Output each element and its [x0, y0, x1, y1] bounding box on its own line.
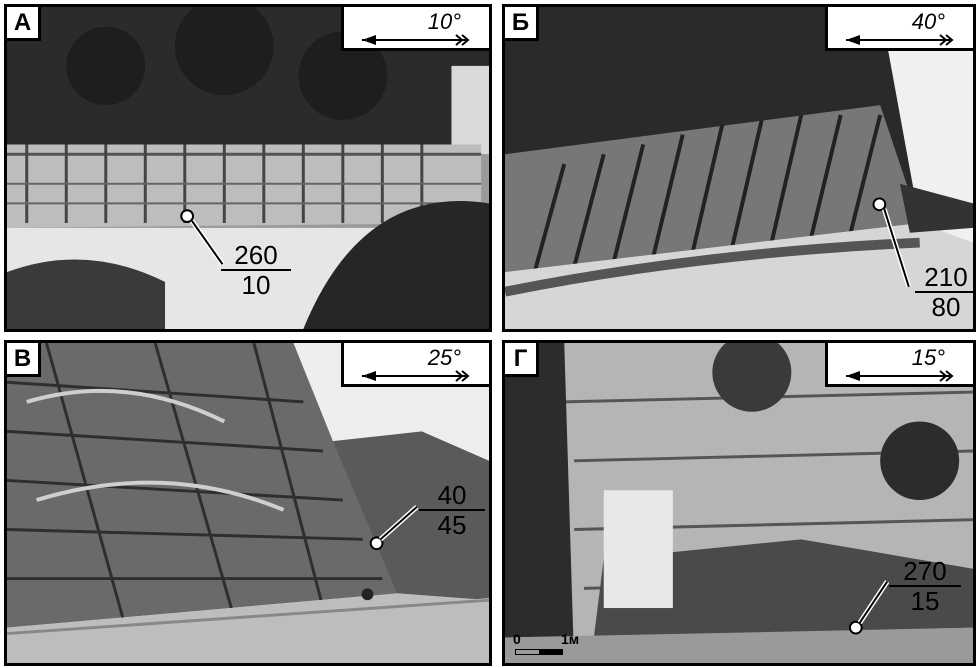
strike-value-a: 260: [221, 241, 291, 271]
dip-value-v: 45: [437, 510, 467, 540]
dip-value-b: 80: [931, 292, 961, 322]
direction-angle-g: 15°: [911, 345, 945, 370]
strike-value-b: 210: [915, 263, 973, 293]
bedding-measurement-b: 210 80: [915, 263, 973, 322]
bedding-measurement-v: 40 45: [419, 481, 485, 539]
scale-unit-label: 1м: [561, 631, 580, 647]
cliff-photo-b: [505, 7, 973, 329]
direction-box-b: 40°: [825, 7, 973, 51]
direction-box-v: 25°: [341, 343, 489, 387]
bedding-measurement-a: 260 10: [221, 241, 291, 299]
dip-value-g: 15: [910, 586, 940, 616]
strike-value-v: 40: [419, 481, 485, 511]
panel-letter-g: Г: [505, 343, 539, 377]
north-arrow-icon: [846, 34, 954, 46]
panel-letter-a: А: [7, 7, 41, 41]
panel-letter-v: В: [7, 343, 41, 377]
north-arrow-icon: [846, 370, 954, 382]
direction-angle-v: 25°: [427, 345, 461, 370]
dip-value-a: 10: [241, 270, 271, 300]
direction-box-a: 10°: [341, 7, 489, 51]
direction-angle-a: 10°: [427, 9, 461, 34]
photo-panel-v: В 25° 40 45: [4, 340, 492, 666]
photo-panel-b: Б 40° 210 80: [502, 4, 976, 332]
scale-bar: 0 1м: [513, 631, 585, 657]
strike-value-g: 270: [889, 557, 961, 587]
photo-panel-a: А 10° 260 10: [4, 4, 492, 332]
cliff-photo-g: [505, 343, 973, 663]
north-arrow-icon: [362, 34, 470, 46]
direction-box-g: 15°: [825, 343, 973, 387]
panel-letter-b: Б: [505, 7, 539, 41]
direction-angle-b: 40°: [911, 9, 945, 34]
bedding-measurement-g: 270 15: [889, 557, 961, 615]
scale-zero-label: 0: [513, 631, 521, 647]
north-arrow-icon: [362, 370, 470, 382]
scale-bar-graphic: [515, 649, 563, 655]
photo-panel-g: Г 15° 270 15 0 1м: [502, 340, 976, 666]
cliff-photo-v: [7, 343, 489, 663]
